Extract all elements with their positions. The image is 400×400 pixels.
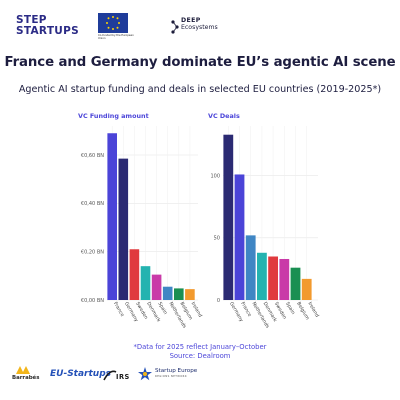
vc-funding-chart: VC Funding amount €0,00 BN €0,20 BN €0,40 … bbox=[78, 112, 204, 342]
barrabes-mark-icon bbox=[16, 366, 30, 374]
bar-denmark bbox=[257, 252, 267, 300]
vc-funding-plot: €0,00 BN€0,20 BN€0,40 BN€0,60 BNFranceGe… bbox=[81, 126, 203, 330]
bar-ireland bbox=[185, 289, 195, 300]
startup-europe-line1: Startup Europe bbox=[155, 368, 198, 374]
deep-ecosystems-icon bbox=[171, 20, 179, 34]
startup-europe-logo: Startup Europe REGIONS NETWORK bbox=[155, 368, 197, 380]
bar-sweden bbox=[268, 256, 278, 300]
step-startups-logo-line2: STARTUPS bbox=[16, 25, 79, 37]
bar-france bbox=[107, 133, 117, 300]
bar-spain bbox=[151, 274, 162, 300]
vc-funding-chart-title: VC Funding amount bbox=[78, 112, 149, 120]
bar-belgium bbox=[174, 288, 184, 300]
y-tick-label: €0,60 BN bbox=[81, 153, 104, 159]
y-tick-label: 0 bbox=[217, 298, 220, 304]
step-startups-logo: STEP STARTUPS bbox=[16, 15, 86, 41]
bar-france bbox=[234, 174, 245, 300]
barrabes-logo: Barrabés bbox=[12, 375, 40, 381]
bar-denmark bbox=[140, 266, 151, 300]
top-logo-bar: STEP STARTUPS Co-funded by the European … bbox=[0, 0, 400, 52]
deep-logo-line1: DEEP bbox=[181, 17, 201, 24]
bar-netherlands bbox=[245, 235, 256, 300]
bar-spain bbox=[279, 258, 290, 300]
startup-europe-star-icon bbox=[138, 367, 152, 381]
irs-logo: IRS bbox=[116, 373, 130, 381]
bottom-logo-bar: Barrabés EU-Startups IRS Startup Europe … bbox=[0, 362, 400, 392]
y-tick-label: €0,20 BN bbox=[81, 249, 104, 255]
page-subtitle: Agentic AI startup funding and deals in … bbox=[18, 84, 382, 95]
startup-europe-line2: REGIONS NETWORK bbox=[155, 375, 187, 379]
step-startups-logo-line1: STEP bbox=[16, 14, 47, 26]
eu-flag-logo bbox=[98, 13, 128, 33]
footnote: *Data for 2025 reflect January–October S… bbox=[0, 343, 400, 360]
eu-startups-logo: EU-Startups bbox=[50, 369, 111, 379]
y-tick-label: 50 bbox=[214, 236, 220, 242]
bar-germany bbox=[118, 158, 129, 300]
bar-germany bbox=[223, 134, 234, 300]
eu-caption: Co-funded by the European Union bbox=[98, 34, 134, 40]
bar-sweden bbox=[129, 249, 140, 300]
x-tick-label: Spain bbox=[284, 301, 296, 316]
y-tick-label: €0,00 BN bbox=[81, 298, 104, 304]
y-tick-label: 100 bbox=[210, 174, 220, 180]
bar-ireland bbox=[301, 278, 312, 300]
vc-deals-chart-title: VC Deals bbox=[208, 112, 240, 120]
bar-belgium bbox=[290, 267, 301, 300]
x-tick-label: Spain bbox=[156, 301, 168, 316]
bar-netherlands bbox=[162, 286, 173, 300]
page-title: France and Germany dominate EU’s agentic… bbox=[4, 55, 396, 70]
y-tick-label: €0,40 BN bbox=[81, 201, 104, 207]
deep-ecosystems-logo: DEEP Ecosystems bbox=[181, 17, 218, 31]
footnote-source: Source: Dealroom bbox=[169, 351, 231, 360]
irs-swoosh-icon bbox=[103, 370, 117, 381]
footnote-note: *Data for 2025 reflect January–October bbox=[133, 343, 267, 351]
vc-deals-plot: 050100GermanyFranceNetherlandsDenmarkSwe… bbox=[210, 126, 320, 330]
vc-deals-chart: VC Deals 0 50 100 Germany France Netherlands D… bbox=[208, 112, 324, 342]
deep-logo-line2: Ecosystems bbox=[181, 24, 218, 31]
